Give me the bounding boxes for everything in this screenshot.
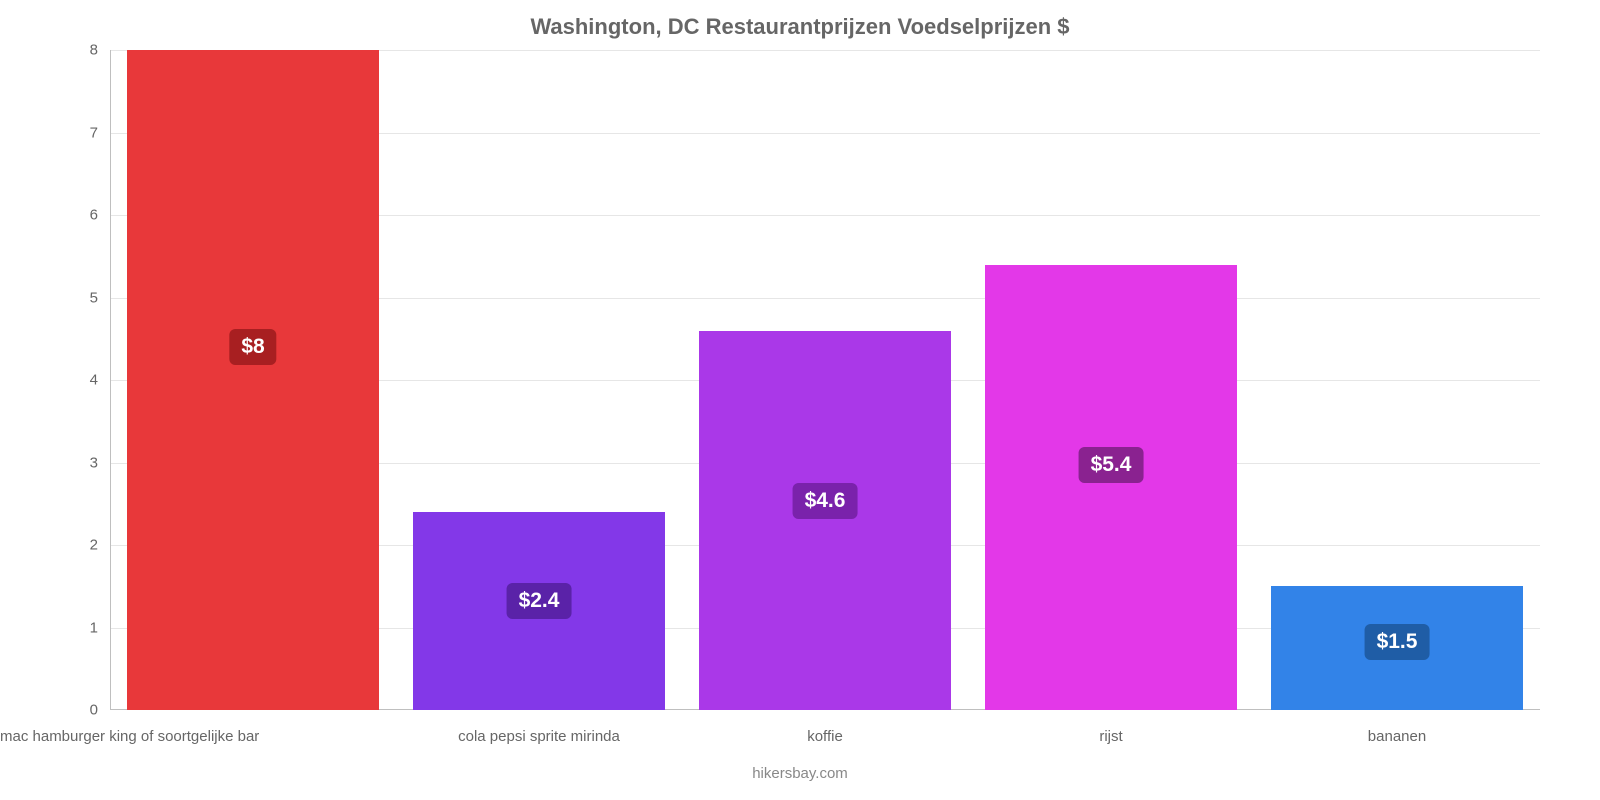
x-category-label: cola pepsi sprite mirinda — [458, 728, 620, 745]
bar — [985, 265, 1237, 711]
y-tick-label: 4 — [0, 372, 98, 389]
chart-title: Washington, DC Restaurantprijzen Voedsel… — [0, 0, 1600, 40]
y-tick-label: 0 — [0, 702, 98, 719]
y-tick-label: 5 — [0, 289, 98, 306]
value-badge: $4.6 — [793, 483, 858, 519]
y-tick-label: 8 — [0, 42, 98, 59]
bar — [127, 50, 379, 710]
plot-area: $8 $2.4 $4.6 $5.4 $1.5 — [110, 50, 1540, 710]
bar — [699, 331, 951, 711]
y-tick-label: 2 — [0, 537, 98, 554]
value-badge: $8 — [229, 329, 276, 365]
y-tick-label: 7 — [0, 124, 98, 141]
y-tick-label: 1 — [0, 619, 98, 636]
chart-footer: hikersbay.com — [0, 765, 1600, 782]
x-category-label: bananen — [1368, 728, 1426, 745]
bars-layer: $8 $2.4 $4.6 $5.4 $1.5 — [110, 50, 1540, 710]
x-category-label: mac hamburger king of soortgelijke bar — [0, 728, 259, 745]
y-tick-label: 6 — [0, 207, 98, 224]
value-badge: $1.5 — [1365, 624, 1430, 660]
x-category-label: rijst — [1099, 728, 1122, 745]
y-tick-label: 3 — [0, 454, 98, 471]
value-badge: $2.4 — [507, 583, 572, 619]
value-badge: $5.4 — [1079, 447, 1144, 483]
x-category-label: koffie — [807, 728, 843, 745]
chart-container: Washington, DC Restaurantprijzen Voedsel… — [0, 0, 1600, 800]
